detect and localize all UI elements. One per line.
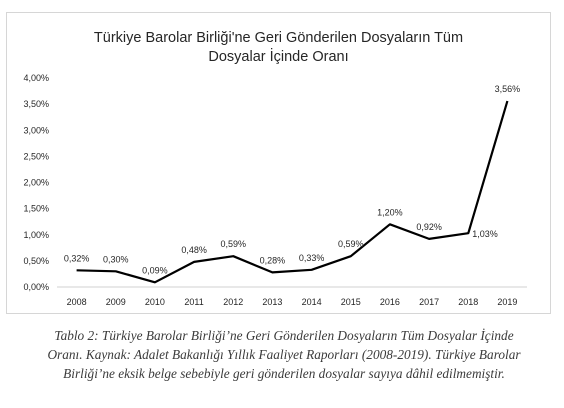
x-tick-label: 2011 bbox=[184, 297, 203, 307]
x-tick-label: 2010 bbox=[145, 297, 165, 307]
y-tick-label: 3,50% bbox=[23, 99, 49, 109]
x-tick-label: 2018 bbox=[458, 297, 478, 307]
data-label: 1,03% bbox=[472, 229, 498, 239]
data-label: 0,33% bbox=[299, 253, 325, 263]
x-tick-label: 2015 bbox=[341, 297, 361, 307]
data-label: 1,20% bbox=[377, 207, 403, 217]
line-chart: 0,00% 0,50% 1,00% 1,50% 2,00% 2,50% 3,00% 3,50%… bbox=[23, 73, 527, 307]
chart-title-line-1: Türkiye Barolar Birliği'ne Geri Gönderil… bbox=[93, 30, 464, 46]
y-tick-label: 1,00% bbox=[23, 230, 49, 240]
data-label: 0,28% bbox=[260, 255, 286, 265]
y-tick-label: 1,50% bbox=[23, 204, 49, 214]
data-label: 0,48% bbox=[181, 245, 207, 255]
x-tick-label: 2016 bbox=[380, 297, 400, 307]
chart-title: Türkiye Barolar Birliği'ne Geri Gönderil… bbox=[7, 29, 550, 67]
y-tick-label: 4,00% bbox=[23, 73, 49, 83]
y-tick-label: 3,00% bbox=[23, 125, 49, 135]
x-tick-label: 2008 bbox=[67, 297, 87, 307]
data-label: 0,30% bbox=[103, 254, 129, 264]
caption-line-3: Birliği’ne eksik belge sebebiyle geri gö… bbox=[63, 366, 505, 381]
x-tick-label: 2017 bbox=[419, 297, 439, 307]
caption-line-1: Tablo 2: Türkiye Barolar Birliği’ne Geri… bbox=[54, 328, 514, 343]
data-label: 0,09% bbox=[142, 265, 168, 275]
x-tick-label: 2019 bbox=[497, 297, 517, 307]
x-tick-label: 2009 bbox=[106, 297, 126, 307]
y-tick-label: 2,00% bbox=[23, 178, 49, 188]
data-label: 0,59% bbox=[220, 239, 246, 249]
figure-caption: Tablo 2: Türkiye Barolar Birliği’ne Geri… bbox=[14, 326, 554, 383]
y-tick-label: 0,00% bbox=[23, 282, 49, 292]
data-label: 0,59% bbox=[338, 239, 364, 249]
x-tick-label: 2012 bbox=[223, 297, 243, 307]
data-label: 0,92% bbox=[416, 222, 442, 232]
series-line bbox=[76, 100, 509, 284]
chart-title-line-2: Dosyalar İçinde Oranı bbox=[208, 49, 349, 65]
x-tick-label: 2013 bbox=[262, 297, 282, 307]
x-tick-label: 2014 bbox=[302, 297, 322, 307]
y-tick-label: 2,50% bbox=[23, 151, 49, 161]
caption-line-2: Oranı. Kaynak: Adalet Bakanlığı Yıllık F… bbox=[47, 347, 521, 362]
y-tick-label: 0,50% bbox=[23, 256, 49, 266]
chart-container: Türkiye Barolar Birliği'ne Geri Gönderil… bbox=[6, 12, 551, 314]
data-label: 0,32% bbox=[64, 253, 90, 263]
data-label: 3,56% bbox=[495, 84, 521, 94]
